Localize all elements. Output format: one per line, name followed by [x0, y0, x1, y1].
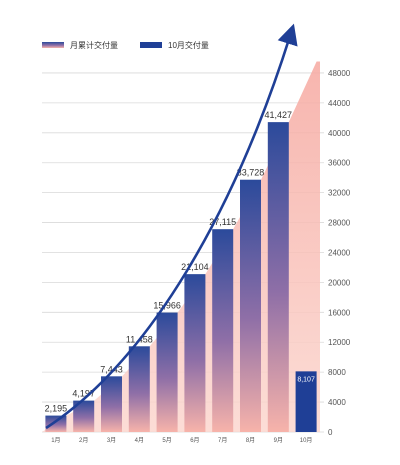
y-tick-label: 0 — [328, 428, 333, 437]
x-tick-label: 3月 — [107, 437, 116, 444]
x-tick-label: 6月 — [190, 437, 199, 444]
bar-october-delivery — [295, 371, 317, 432]
bars — [45, 122, 317, 432]
bar-cumulative — [73, 400, 95, 432]
bar-cumulative — [101, 376, 122, 432]
x-tick-label: 8月 — [246, 437, 255, 444]
legend-swatch-october — [140, 42, 162, 48]
x-tick-label: 4月 — [135, 437, 144, 444]
bar-cumulative — [212, 229, 234, 432]
trend-curve — [45, 23, 298, 430]
x-tick-label: 9月 — [274, 437, 283, 444]
legend: 月累计交付量 10月交付量 — [42, 40, 209, 50]
y-tick-label: 20000 — [328, 278, 351, 287]
data-label: 41,427 — [265, 110, 293, 120]
growth-trend-arrow — [45, 23, 298, 430]
y-tick-label: 40000 — [328, 129, 351, 138]
legend-label-cumulative: 月累计交付量 — [70, 40, 118, 50]
bar-cumulative — [45, 415, 67, 432]
y-tick-label: 48000 — [328, 69, 351, 78]
data-label: 15,966 — [153, 301, 181, 311]
x-tick-label: 2月 — [79, 437, 88, 444]
bar-cumulative — [184, 274, 206, 432]
data-label: 27,115 — [209, 217, 236, 227]
legend-swatch-cumulative — [42, 42, 64, 48]
y-tick-label: 4000 — [328, 398, 346, 407]
bar-cumulative — [128, 346, 150, 432]
x-tick-label: 10月 — [300, 437, 313, 444]
bar-cumulative — [156, 312, 178, 432]
x-tick-label: 5月 — [162, 437, 171, 444]
y-tick-label: 24000 — [328, 248, 351, 257]
data-label: 2,195 — [45, 404, 68, 414]
october-delivery-label: 8,107 — [297, 376, 315, 383]
y-tick-label: 44000 — [328, 99, 351, 108]
bar-cumulative — [240, 179, 261, 432]
y-tick-label: 32000 — [328, 189, 351, 198]
bar-cumulative — [267, 122, 289, 432]
y-tick-label: 16000 — [328, 308, 351, 317]
y-tick-label: 28000 — [328, 219, 351, 228]
x-tick-label: 7月 — [218, 437, 227, 444]
data-label: 7,443 — [100, 364, 123, 374]
y-tick-label: 36000 — [328, 159, 351, 168]
x-tick-label: 1月 — [51, 437, 60, 444]
data-label: 21,104 — [181, 262, 209, 272]
data-label: 4,197 — [72, 389, 95, 399]
x-axis: 1月 2月 3月 4月 5月 6月 7月 8月 9月 10月 — [51, 437, 312, 444]
legend-label-october: 10月交付量 — [168, 40, 209, 50]
data-label: 33,728 — [237, 168, 265, 178]
y-tick-label: 8000 — [328, 368, 346, 377]
y-tick-label: 12000 — [328, 338, 351, 347]
y-axis: 0 4000 8000 12000 16000 20000 24000 28000 32000 3… — [328, 69, 351, 437]
